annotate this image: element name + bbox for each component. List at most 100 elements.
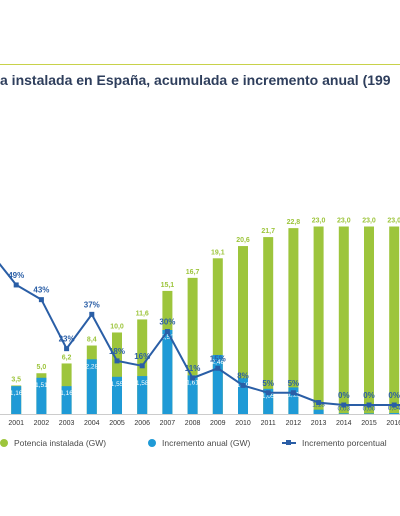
installed-bar-label: 20,6	[236, 237, 250, 244]
percent-point	[89, 311, 95, 317]
legend: Potencia instalada (GW) Incremento anual…	[0, 438, 400, 454]
installed-bar-label: 23,0	[387, 218, 400, 225]
installed-bar-label: 11,6	[136, 310, 149, 317]
installed-bar-label: 16,7	[186, 269, 200, 276]
annual-bar	[112, 376, 122, 414]
legend-installed: Potencia instalada (GW)	[0, 438, 106, 448]
installed-bar-label: 21,7	[261, 228, 275, 235]
x-tick-label: 2006	[134, 420, 150, 427]
percent-point	[190, 375, 196, 381]
x-tick-label: 2015	[361, 420, 377, 427]
annual-bar	[364, 413, 374, 414]
percent-point	[139, 363, 145, 369]
installed-bar-label: 10,0	[110, 323, 124, 330]
annual-bar-label: 1,05	[262, 393, 275, 400]
percent-point-label: 16%	[134, 352, 150, 361]
legend-annual: Incremento anual (GW)	[148, 438, 250, 448]
percent-point-label: 5%	[288, 379, 300, 388]
installed-bar-label: 8,4	[87, 337, 97, 344]
legend-installed-label: Potencia instalada (GW)	[14, 438, 107, 448]
annual-bar	[389, 413, 400, 414]
annual-bar	[338, 413, 349, 414]
installed-bar-label: 23,0	[312, 218, 326, 225]
installed-bar	[263, 237, 274, 414]
installed-bar	[364, 226, 374, 414]
annual-bar	[238, 378, 248, 414]
percent-point-label: 0%	[363, 391, 375, 400]
annual-bar	[137, 376, 148, 414]
percent-point	[391, 402, 397, 408]
annual-bar-label: 1,55	[111, 381, 124, 388]
x-tick-label: 2009	[210, 420, 226, 427]
x-tick-label: 2010	[235, 420, 251, 427]
annual-bar-label: 1,51	[35, 382, 48, 389]
installed-bar	[112, 332, 122, 414]
x-tick-label: 2013	[311, 420, 327, 427]
installed-bar	[389, 226, 400, 414]
legend-percent-label: Incremento porcentual	[302, 438, 387, 448]
percent-point	[114, 358, 120, 364]
legend-percent-marker	[282, 439, 296, 447]
x-tick-label: 2016	[386, 420, 400, 427]
annual-bar	[36, 377, 47, 414]
x-tick-label: 2001	[8, 420, 24, 427]
percent-point-label: 5%	[262, 379, 274, 388]
percent-point-label: 49%	[8, 271, 24, 280]
annual-bar	[212, 354, 223, 414]
installed-bar-label: 19,1	[211, 249, 225, 256]
percent-point	[290, 390, 296, 396]
percent-point-label: 8%	[237, 371, 249, 380]
annual-bar-label: 1,16	[10, 390, 23, 397]
installed-bar-label: 3,5	[11, 376, 21, 383]
annual-bar-label: 3,50	[161, 334, 174, 341]
top-rule	[0, 64, 400, 65]
x-tick-label: 2005	[109, 420, 125, 427]
installed-bar	[313, 226, 324, 414]
percent-point-label: 37%	[84, 300, 100, 309]
installed-bar-label: 23,0	[337, 218, 351, 225]
x-tick-label: 2007	[160, 420, 176, 427]
legend-annual-label: Incremento anual (GW)	[162, 438, 251, 448]
installed-bar-label: 5,0	[37, 364, 47, 371]
annual-bar-label: 2,28	[85, 363, 98, 370]
percent-point-label: 43%	[33, 286, 49, 295]
annual-bar	[263, 388, 274, 414]
percent-point	[64, 346, 70, 352]
installed-bar-label: 15,1	[161, 282, 175, 289]
x-tick-label: 2008	[185, 420, 201, 427]
annual-bar	[86, 359, 97, 414]
percent-point	[38, 297, 44, 303]
percent-point	[215, 365, 221, 371]
percent-point-label: 30%	[159, 318, 175, 327]
percent-point	[265, 390, 271, 396]
annual-bar-label: 1,61	[186, 379, 199, 386]
installed-bar-label: 6,2	[62, 354, 72, 361]
percent-point-label: 15%	[210, 354, 226, 363]
annual-bar-label: 1,18	[312, 402, 325, 409]
x-tick-label: 2004	[84, 420, 100, 427]
annual-bar-label: 0,04	[388, 405, 400, 412]
annual-bar	[11, 386, 22, 414]
x-tick-label: 2003	[59, 420, 75, 427]
annual-bar	[187, 375, 198, 414]
x-tick-label: 2012	[286, 420, 302, 427]
installed-bar-label: 22,8	[287, 219, 301, 226]
percent-point-label: 11%	[185, 364, 201, 373]
installed-bar	[338, 226, 349, 414]
percent-line	[0, 262, 400, 406]
installed-bar	[212, 258, 223, 414]
annual-bar	[288, 387, 299, 414]
percent-point	[13, 282, 19, 288]
x-tick-label: 2014	[336, 420, 352, 427]
annual-bar-label: 2,46	[211, 359, 224, 366]
percent-point-label: 0%	[338, 391, 350, 400]
legend-installed-swatch	[0, 439, 8, 447]
percent-point-label: 23%	[59, 335, 75, 344]
annual-bar	[162, 330, 173, 414]
percent-point	[341, 402, 347, 408]
percent-point	[366, 402, 372, 408]
installed-bar	[288, 228, 299, 414]
installed-bar	[238, 246, 248, 414]
legend-percent: Incremento porcentual	[282, 438, 387, 448]
